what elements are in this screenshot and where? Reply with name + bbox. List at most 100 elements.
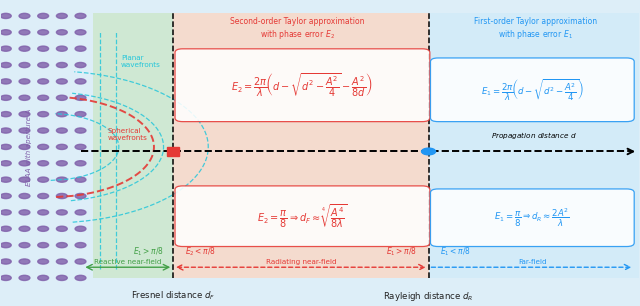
Circle shape: [56, 13, 67, 19]
Circle shape: [1, 128, 12, 133]
Circle shape: [38, 259, 49, 264]
Text: $E_1=\dfrac{\pi}{8}\Rightarrow d_R\approx\dfrac{2A^2}{\lambda}$: $E_1=\dfrac{\pi}{8}\Rightarrow d_R\appro…: [494, 207, 570, 229]
Text: Radiating near-field: Radiating near-field: [266, 259, 336, 265]
Circle shape: [38, 46, 49, 51]
Circle shape: [1, 259, 12, 264]
Circle shape: [38, 144, 49, 150]
Circle shape: [1, 210, 12, 215]
Text: Spherical
wavefronts: Spherical wavefronts: [108, 128, 148, 141]
Circle shape: [56, 275, 67, 281]
Text: Planar
wavefronts: Planar wavefronts: [121, 55, 161, 68]
Circle shape: [19, 13, 30, 19]
Circle shape: [1, 193, 12, 199]
FancyBboxPatch shape: [175, 49, 430, 121]
Circle shape: [56, 79, 67, 84]
FancyBboxPatch shape: [431, 58, 634, 121]
Circle shape: [19, 95, 30, 100]
Text: $E_1<\pi/8$: $E_1<\pi/8$: [440, 246, 471, 258]
Circle shape: [19, 210, 30, 215]
Text: $E_1>\pi/8$: $E_1>\pi/8$: [387, 246, 417, 258]
FancyBboxPatch shape: [431, 189, 634, 247]
Circle shape: [56, 30, 67, 35]
Circle shape: [1, 144, 12, 150]
Circle shape: [75, 144, 86, 150]
Circle shape: [75, 95, 86, 100]
Circle shape: [56, 161, 67, 166]
Circle shape: [38, 79, 49, 84]
Circle shape: [38, 62, 49, 68]
Circle shape: [19, 193, 30, 199]
Circle shape: [75, 128, 86, 133]
Text: ELAA with aperture A: ELAA with aperture A: [26, 108, 33, 186]
Circle shape: [38, 161, 49, 166]
Circle shape: [19, 112, 30, 117]
Circle shape: [1, 275, 12, 281]
Circle shape: [19, 46, 30, 51]
Circle shape: [38, 226, 49, 231]
Circle shape: [1, 226, 12, 231]
Circle shape: [75, 30, 86, 35]
Circle shape: [75, 13, 86, 19]
Text: Reactive near-field: Reactive near-field: [94, 259, 161, 265]
Circle shape: [1, 30, 12, 35]
Circle shape: [1, 95, 12, 100]
Circle shape: [19, 243, 30, 248]
Circle shape: [1, 161, 12, 166]
Circle shape: [38, 112, 49, 117]
Circle shape: [38, 128, 49, 133]
Circle shape: [56, 95, 67, 100]
Text: Far-field: Far-field: [518, 259, 547, 265]
Circle shape: [19, 79, 30, 84]
Text: $E_2<\pi/8$: $E_2<\pi/8$: [184, 246, 215, 258]
Circle shape: [75, 112, 86, 117]
Circle shape: [19, 128, 30, 133]
Circle shape: [19, 144, 30, 150]
Circle shape: [75, 275, 86, 281]
Circle shape: [1, 46, 12, 51]
FancyBboxPatch shape: [175, 186, 430, 247]
Circle shape: [19, 161, 30, 166]
Circle shape: [1, 112, 12, 117]
Circle shape: [19, 30, 30, 35]
Text: Fresnel distance $d_F$: Fresnel distance $d_F$: [131, 290, 216, 302]
Circle shape: [1, 13, 12, 19]
Text: Propagation distance $d$: Propagation distance $d$: [491, 130, 577, 141]
Circle shape: [56, 210, 67, 215]
Circle shape: [1, 79, 12, 84]
Circle shape: [1, 62, 12, 68]
Bar: [429, 13, 639, 278]
Circle shape: [75, 226, 86, 231]
Circle shape: [38, 210, 49, 215]
Circle shape: [1, 243, 12, 248]
Text: First-order Taylor approximation
with phase error $E_1$: First-order Taylor approximation with ph…: [474, 17, 597, 41]
Bar: [93, 13, 173, 278]
Circle shape: [38, 243, 49, 248]
Circle shape: [1, 177, 12, 182]
Circle shape: [38, 193, 49, 199]
Circle shape: [38, 30, 49, 35]
Circle shape: [19, 226, 30, 231]
Circle shape: [56, 259, 67, 264]
Circle shape: [75, 62, 86, 68]
Bar: [173, 13, 429, 278]
Circle shape: [38, 13, 49, 19]
Circle shape: [56, 243, 67, 248]
Text: $E_2=\dfrac{2\pi}{\lambda}\!\left(d-\sqrt{d^2-\dfrac{A^2}{4}}-\dfrac{A^2}{8d}\ri: $E_2=\dfrac{2\pi}{\lambda}\!\left(d-\sqr…: [231, 72, 373, 99]
Text: $E_1>\pi/8$: $E_1>\pi/8$: [133, 246, 164, 258]
Circle shape: [75, 79, 86, 84]
Circle shape: [75, 177, 86, 182]
Circle shape: [56, 62, 67, 68]
Text: Rayleigh distance $d_R$: Rayleigh distance $d_R$: [383, 290, 474, 303]
Circle shape: [75, 210, 86, 215]
Circle shape: [75, 259, 86, 264]
Circle shape: [38, 275, 49, 281]
Text: Second-order Taylor approximation
with phase error $E_2$: Second-order Taylor approximation with p…: [230, 17, 365, 41]
Circle shape: [38, 177, 49, 182]
Circle shape: [19, 275, 30, 281]
Circle shape: [75, 46, 86, 51]
Circle shape: [19, 177, 30, 182]
Circle shape: [56, 226, 67, 231]
Circle shape: [422, 148, 436, 155]
Circle shape: [56, 46, 67, 51]
Circle shape: [19, 259, 30, 264]
